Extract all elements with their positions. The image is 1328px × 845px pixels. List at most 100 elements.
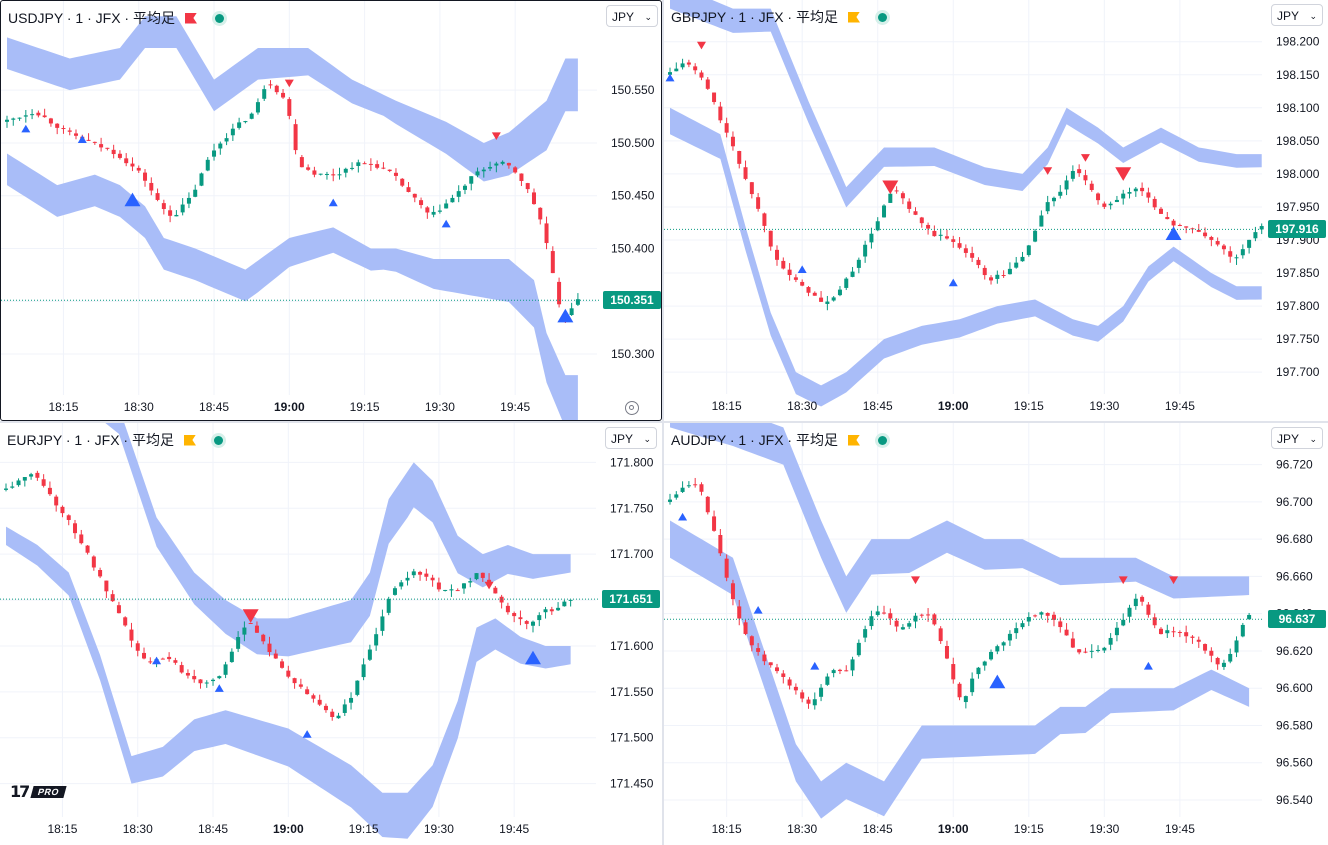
candle-body <box>894 190 899 192</box>
candle-body <box>392 588 397 595</box>
candle-body <box>273 653 278 659</box>
tradingview-logo[interactable]: 17 PRO <box>10 782 67 801</box>
candle-body <box>1070 170 1075 179</box>
y-axis-label: 171.800 <box>610 455 654 469</box>
candle-body <box>793 686 798 691</box>
upper-band <box>670 423 1250 613</box>
y-axis-label: 198.150 <box>1276 68 1320 82</box>
candle-body <box>831 670 836 674</box>
candle-body <box>944 236 949 239</box>
candle-body <box>1083 175 1088 181</box>
symbol-title[interactable]: GBPJPY · 1 · JFX · 平均足 <box>671 9 838 25</box>
candle-body <box>907 201 912 209</box>
candle-body <box>787 679 792 686</box>
candle-body <box>86 139 91 141</box>
candle-body <box>913 211 918 215</box>
candle-body <box>1184 632 1189 637</box>
chart-canvas[interactable]: 150.550150.500150.450150.400150.350150.3… <box>1 1 662 421</box>
candle-body <box>42 115 47 118</box>
candle-body <box>970 678 975 693</box>
candle-body <box>61 128 66 130</box>
symbol-title[interactable]: USDJPY · 1 · JFX · 平均足 <box>8 10 175 26</box>
chart-pane-audjpy[interactable]: 96.72096.70096.68096.66096.64096.62096.6… <box>664 423 1328 845</box>
symbol-legend[interactable]: AUDJPY · 1 · JFX · 平均足 <box>671 430 887 450</box>
symbol-legend[interactable]: USDJPY · 1 · JFX · 平均足 <box>8 8 224 28</box>
candle-body <box>180 204 185 213</box>
candle-body <box>400 178 405 186</box>
candle-body <box>111 149 116 155</box>
y-axis-label: 150.450 <box>611 189 655 203</box>
candle-body <box>468 581 473 583</box>
currency-label: JPY <box>612 10 635 24</box>
candle-body <box>17 117 22 119</box>
candle-body <box>1114 627 1119 636</box>
candle-body <box>699 72 704 78</box>
candle-body <box>1221 662 1226 667</box>
lower-band <box>7 153 578 420</box>
sell-signal-arrow <box>242 609 259 623</box>
candle-body <box>1171 631 1176 633</box>
chart-canvas[interactable]: 171.800171.750171.700171.650171.600171.5… <box>0 423 662 845</box>
candle-body <box>699 484 704 492</box>
chart-pane-gbpjpy[interactable]: 198.200 198.150 198.100 198.050 198.000 197.9… <box>664 0 1328 421</box>
currency-select[interactable]: JPY ⌄ <box>606 5 658 27</box>
y-axis-label: 96.540 <box>1276 793 1313 807</box>
flag-icon[interactable] <box>847 434 860 446</box>
x-axis-label: 18:45 <box>198 822 228 836</box>
x-axis-label: 18:15 <box>48 400 78 414</box>
settings-gear-icon[interactable] <box>625 401 639 415</box>
candle-body <box>1190 228 1195 230</box>
candle-body <box>825 301 830 304</box>
candle-body <box>1165 630 1170 634</box>
candle-body <box>349 697 354 703</box>
pane-divider-horizontal[interactable] <box>0 421 1328 423</box>
candle-body <box>556 607 561 611</box>
candle-body <box>318 173 323 175</box>
symbol-title[interactable]: EURJPY · 1 · JFX · 平均足 <box>7 432 174 448</box>
candle-body <box>1121 619 1126 626</box>
candle-body <box>393 172 398 176</box>
symbol-legend[interactable]: EURJPY · 1 · JFX · 平均足 <box>7 430 223 450</box>
candle-body <box>254 625 259 633</box>
flag-icon[interactable] <box>848 11 860 23</box>
sell-signal-arrow <box>1118 576 1128 585</box>
candle-body <box>1152 198 1157 208</box>
candle-body <box>737 151 742 164</box>
chart-pane-usdjpy[interactable]: 150.550150.500150.450150.400150.350150.3… <box>0 0 662 421</box>
flag-icon[interactable] <box>184 12 197 24</box>
currency-select[interactable]: JPY ⌄ <box>1271 4 1323 26</box>
symbol-title[interactable]: AUDJPY · 1 · JFX · 平均足 <box>671 432 838 448</box>
symbol-legend[interactable]: GBPJPY · 1 · JFX · 平均足 <box>671 7 887 27</box>
candle-body <box>737 606 742 619</box>
candle-body <box>493 587 498 594</box>
candle-body <box>47 487 52 495</box>
currency-select[interactable]: JPY ⌄ <box>1271 427 1323 449</box>
candle-body <box>1007 268 1012 275</box>
currency-select[interactable]: JPY ⌄ <box>605 427 657 449</box>
y-axis-label: 198.000 <box>1276 167 1320 181</box>
candle-body <box>381 167 386 169</box>
candle-body <box>4 488 8 490</box>
candle-body <box>1209 650 1214 656</box>
candle-body <box>1140 187 1145 192</box>
candle-body <box>305 689 310 695</box>
candle-body <box>198 679 203 684</box>
candle-body <box>850 659 855 671</box>
chart-canvas[interactable]: 96.72096.70096.68096.66096.64096.62096.6… <box>664 423 1328 845</box>
flag-icon[interactable] <box>183 434 196 446</box>
x-axis-label: 18:30 <box>124 400 154 414</box>
candle-body <box>60 506 65 514</box>
candle-body <box>474 573 479 580</box>
candle-body <box>110 594 115 602</box>
candle-body <box>99 144 104 148</box>
candle-body <box>66 515 71 520</box>
chart-pane-eurjpy[interactable]: 171.800171.750171.700171.650171.600171.5… <box>0 423 662 845</box>
candle-body <box>674 68 679 72</box>
candle-body <box>1215 241 1220 245</box>
candle-body <box>286 670 291 677</box>
chart-canvas[interactable]: 198.200 198.150 198.100 198.050 198.000 197.9… <box>664 0 1328 421</box>
candle-body <box>693 66 698 71</box>
candle-body <box>437 210 442 212</box>
candle-body <box>424 573 429 577</box>
candle-body <box>900 627 905 630</box>
